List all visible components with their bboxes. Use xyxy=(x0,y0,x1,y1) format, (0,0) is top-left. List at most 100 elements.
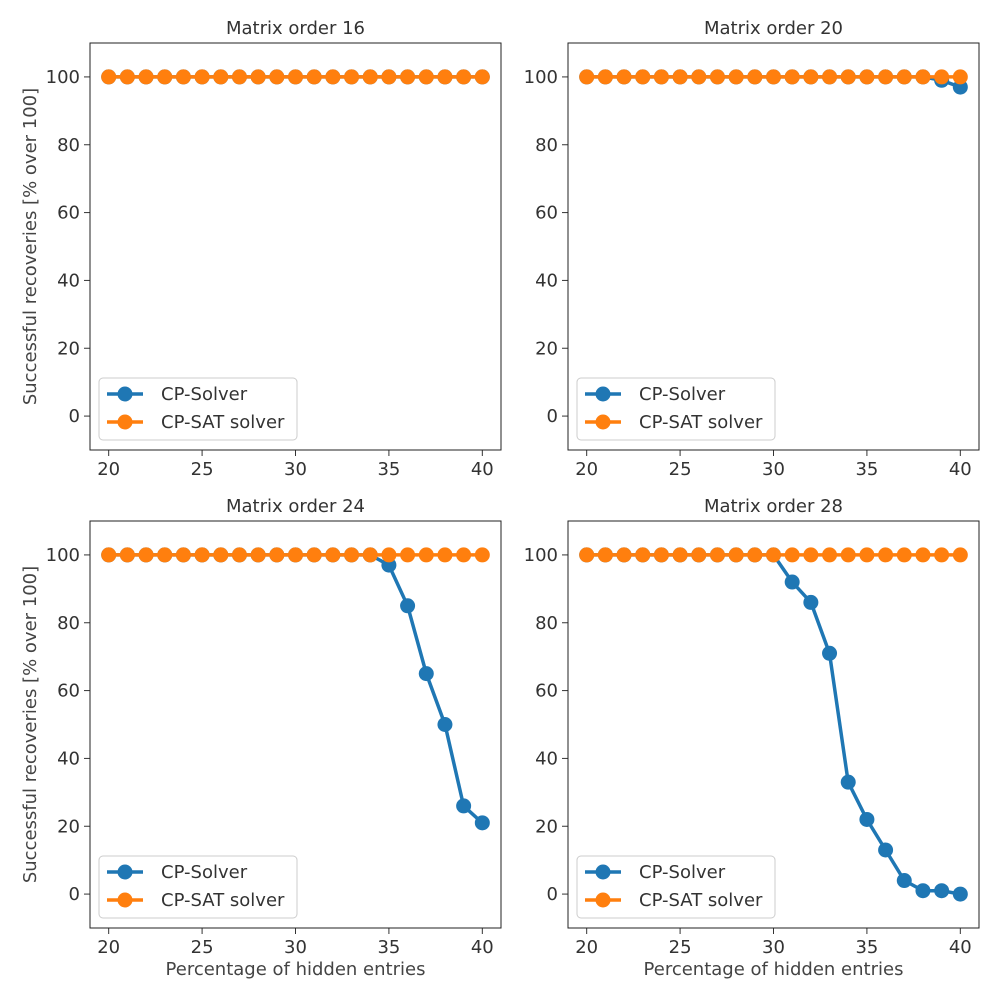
plot-area-frame xyxy=(89,42,502,451)
y-tick-label: 60 xyxy=(57,681,80,702)
data-point-cp-sat-solver xyxy=(822,69,838,85)
legend-marker xyxy=(595,386,611,402)
data-point-cp-sat-solver xyxy=(635,69,651,85)
data-point-cp-sat-solver xyxy=(381,547,397,563)
data-point-cp-sat-solver xyxy=(653,547,669,563)
data-point-cp-sat-solver xyxy=(840,547,856,563)
data-point-cp-solver xyxy=(878,842,894,858)
data-point-cp-solver xyxy=(934,883,950,899)
y-tick-label: 20 xyxy=(57,816,80,837)
data-point-cp-sat-solver xyxy=(672,547,688,563)
legend-marker xyxy=(595,414,611,430)
data-point-cp-solver xyxy=(840,774,856,790)
data-point-cp-sat-solver xyxy=(418,547,434,563)
data-point-cp-solver xyxy=(803,594,819,610)
data-point-cp-sat-solver xyxy=(362,547,378,563)
legend-marker xyxy=(117,892,133,908)
data-point-cp-sat-solver xyxy=(709,69,725,85)
data-point-cp-sat-solver xyxy=(597,547,613,563)
x-tick-label: 40 xyxy=(471,937,494,958)
legend: CP-Solver CP-SAT solver xyxy=(98,855,298,919)
y-tick-label: 80 xyxy=(57,613,80,634)
plot-area-frame xyxy=(567,42,980,451)
data-point-cp-sat-solver xyxy=(915,69,931,85)
data-point-cp-sat-solver xyxy=(138,69,154,85)
data-point-cp-sat-solver xyxy=(635,547,651,563)
data-point-cp-sat-solver xyxy=(138,547,154,563)
legend: CP-Solver CP-SAT solver xyxy=(98,377,298,441)
legend-label: CP-SAT solver xyxy=(639,412,763,433)
y-tick-label: 100 xyxy=(524,545,558,566)
y-tick-label: 40 xyxy=(535,748,558,769)
plot-area-frame xyxy=(89,520,502,929)
legend-box xyxy=(576,855,776,919)
data-point-cp-sat-solver xyxy=(728,547,744,563)
x-tick-label: 40 xyxy=(949,459,972,480)
y-axis-label: Successful recoveries [% over 100] xyxy=(20,88,41,405)
data-point-cp-sat-solver xyxy=(878,547,894,563)
x-tick-label: 30 xyxy=(762,937,785,958)
data-point-cp-sat-solver xyxy=(362,69,378,85)
data-point-cp-sat-solver xyxy=(231,547,247,563)
data-point-cp-sat-solver xyxy=(344,69,360,85)
data-point-cp-solver xyxy=(822,645,838,661)
data-point-cp-sat-solver xyxy=(803,547,819,563)
x-tick-label: 25 xyxy=(191,459,214,480)
data-point-cp-sat-solver xyxy=(325,69,341,85)
x-tick-label: 35 xyxy=(377,937,400,958)
legend-box xyxy=(98,855,298,919)
data-point-cp-sat-solver xyxy=(250,69,266,85)
data-point-cp-sat-solver xyxy=(766,547,781,563)
data-point-cp-sat-solver xyxy=(400,69,416,85)
legend-label: CP-Solver xyxy=(639,384,726,405)
data-point-cp-sat-solver xyxy=(288,547,303,563)
data-point-cp-sat-solver xyxy=(709,547,725,563)
data-point-cp-sat-solver xyxy=(306,547,322,563)
x-tick-label: 20 xyxy=(97,459,120,480)
y-tick-label: 40 xyxy=(57,270,80,291)
data-point-cp-sat-solver xyxy=(934,547,950,563)
y-tick-label: 0 xyxy=(547,884,558,905)
legend: CP-Solver CP-SAT solver xyxy=(576,377,776,441)
legend-label: CP-Solver xyxy=(639,862,726,883)
x-tick-label: 30 xyxy=(284,937,307,958)
x-tick-label: 25 xyxy=(669,459,692,480)
data-point-cp-sat-solver xyxy=(915,547,931,563)
data-point-cp-sat-solver xyxy=(579,69,595,85)
data-point-cp-sat-solver xyxy=(616,69,632,85)
data-point-cp-sat-solver xyxy=(269,69,285,85)
y-tick-label: 40 xyxy=(535,270,558,291)
y-tick-label: 100 xyxy=(46,67,80,88)
data-point-cp-sat-solver xyxy=(456,547,472,563)
series-line-cp-solver xyxy=(586,553,961,896)
y-tick-label: 0 xyxy=(69,406,80,427)
data-point-cp-sat-solver xyxy=(747,69,763,85)
data-point-cp-sat-solver xyxy=(157,547,173,563)
x-axis-label: Percentage of hidden entries xyxy=(644,959,904,980)
x-tick-label: 20 xyxy=(575,459,598,480)
data-point-cp-solver xyxy=(952,886,968,902)
x-tick-label: 35 xyxy=(855,459,878,480)
subplot-title: Matrix order 20 xyxy=(704,18,843,39)
legend-label: CP-Solver xyxy=(161,862,248,883)
legend-label: CP-Solver xyxy=(161,384,248,405)
data-point-cp-sat-solver xyxy=(616,547,632,563)
legend-label: CP-SAT solver xyxy=(161,412,285,433)
data-point-cp-sat-solver xyxy=(474,69,490,85)
y-tick-label: 100 xyxy=(524,67,558,88)
data-point-cp-sat-solver xyxy=(822,547,838,563)
data-point-cp-solver xyxy=(859,811,875,827)
legend-label: CP-SAT solver xyxy=(639,890,763,911)
subplot-1: Matrix order 16 20 25 30 35 40 0 20 40 60 80 100Suc… xyxy=(20,18,502,480)
x-tick-label: 20 xyxy=(575,937,598,958)
data-point-cp-sat-solver xyxy=(456,69,472,85)
y-tick-label: 60 xyxy=(57,203,80,224)
data-point-cp-solver xyxy=(896,873,912,889)
y-tick-label: 0 xyxy=(69,884,80,905)
data-point-cp-sat-solver xyxy=(213,547,229,563)
data-point-cp-sat-solver xyxy=(344,547,360,563)
y-tick-label: 20 xyxy=(57,338,80,359)
plot-area-frame xyxy=(567,520,980,929)
data-point-cp-sat-solver xyxy=(896,547,912,563)
x-tick-label: 25 xyxy=(669,937,692,958)
